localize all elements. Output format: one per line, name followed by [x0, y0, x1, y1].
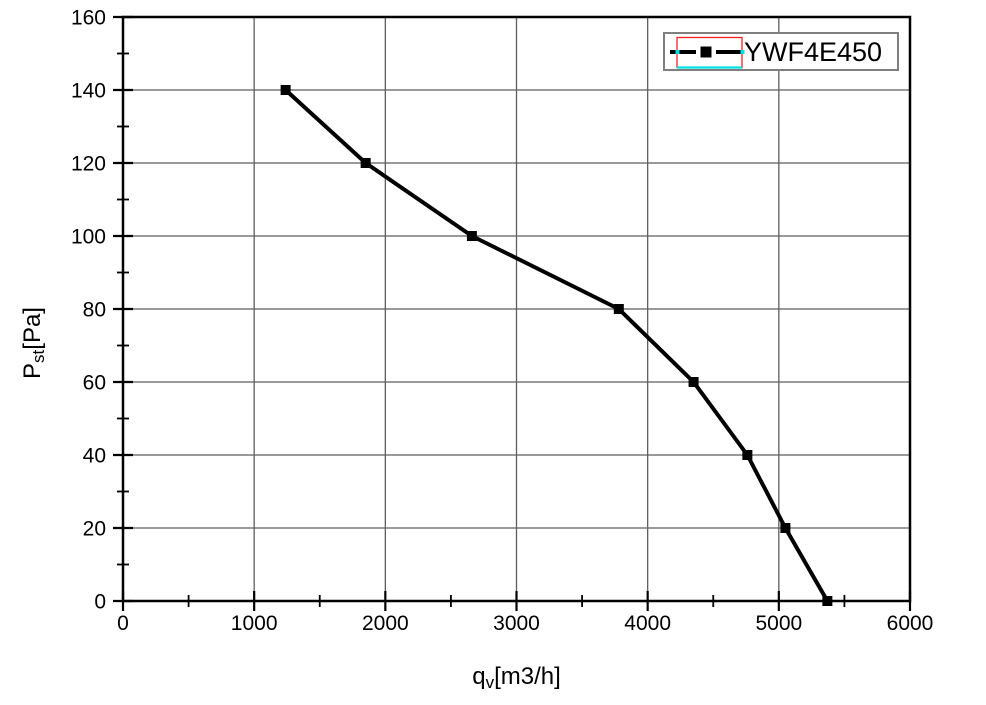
- x-tick-label: 6000: [887, 612, 934, 635]
- y-tick-label: 20: [83, 518, 106, 541]
- x-tick-label: 5000: [755, 612, 802, 635]
- data-point-marker[interactable]: [780, 523, 791, 533]
- x-axis-title: qv[m3/h]: [472, 663, 561, 692]
- y-tick-label: 160: [71, 7, 106, 30]
- y-tick-label: 120: [71, 153, 106, 176]
- data-point-marker[interactable]: [822, 596, 833, 606]
- data-point-marker[interactable]: [466, 231, 477, 241]
- y-axis-title: Pst[Pa]: [19, 307, 48, 379]
- data-point-marker[interactable]: [742, 450, 753, 460]
- series-line[interactable]: [284, 88, 830, 602]
- data-point-marker[interactable]: [360, 158, 371, 168]
- data-point-marker[interactable]: [688, 377, 699, 387]
- x-tick-label: 4000: [624, 612, 671, 635]
- legend-selection-handle: [740, 50, 745, 54]
- x-tick-label: 0: [117, 612, 129, 635]
- legend-sample-marker: [700, 46, 712, 58]
- y-tick-label: 140: [71, 80, 106, 103]
- data-point-marker[interactable]: [280, 85, 291, 95]
- x-tick-label: 1000: [231, 612, 278, 635]
- y-tick-label: 100: [71, 226, 106, 249]
- y-tick-label: 40: [83, 445, 106, 468]
- x-tick-label: 2000: [362, 612, 409, 635]
- legend-selection-handle: [675, 50, 680, 54]
- legend-label: YWF4E450: [744, 37, 882, 67]
- y-tick-label: 80: [83, 299, 106, 322]
- y-tick-label: 60: [83, 372, 106, 395]
- x-tick-label: 3000: [493, 612, 540, 635]
- legend[interactable]: YWF4E450: [663, 32, 899, 71]
- y-tick-label: 0: [94, 591, 106, 614]
- data-point-marker[interactable]: [613, 304, 624, 314]
